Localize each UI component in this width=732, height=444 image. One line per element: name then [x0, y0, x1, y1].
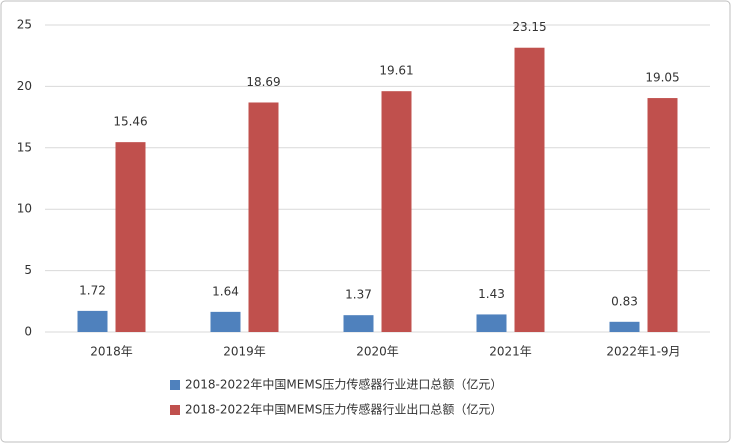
bar: [115, 142, 146, 332]
bar: [343, 315, 374, 332]
x-tick-label: 2019年: [223, 345, 266, 359]
data-label: 1.43: [478, 287, 505, 301]
bar: [210, 311, 241, 332]
legend-label: 2018-2022年中国MEMS压力传感器行业进口总额（亿元）: [185, 377, 502, 392]
data-label: 15.46: [113, 115, 147, 129]
y-tick-label: 5: [24, 263, 32, 277]
x-tick-label: 2018年: [90, 345, 133, 359]
legend-label: 2018-2022年中国MEMS压力传感器行业出口总额（亿元）: [185, 402, 502, 417]
legend-swatch: [170, 405, 180, 415]
x-tick-label: 2022年1-9月: [606, 345, 680, 359]
data-label: 19.61: [379, 64, 413, 78]
data-label: 18.69: [246, 75, 280, 89]
y-tick-label: 10: [17, 202, 32, 216]
x-tick-label: 2020年: [356, 345, 399, 359]
y-tick-label: 25: [17, 18, 32, 32]
data-label: 0.83: [611, 294, 638, 308]
bar: [248, 102, 279, 332]
data-label: 23.15: [512, 20, 546, 34]
data-label: 1.64: [212, 284, 239, 298]
y-tick-label: 0: [24, 325, 32, 339]
data-label: 1.37: [345, 288, 372, 302]
x-tick-label: 2021年: [489, 345, 532, 359]
bar: [514, 47, 545, 333]
data-label: 1.72: [79, 283, 106, 297]
y-tick-label: 20: [17, 79, 32, 93]
bar: [381, 91, 412, 332]
data-label: 19.05: [645, 71, 679, 85]
legend-swatch: [170, 380, 180, 390]
y-tick-label: 15: [17, 140, 32, 154]
bar: [647, 98, 678, 332]
bar: [476, 314, 507, 332]
bar: [77, 310, 108, 332]
bar: [609, 321, 640, 332]
